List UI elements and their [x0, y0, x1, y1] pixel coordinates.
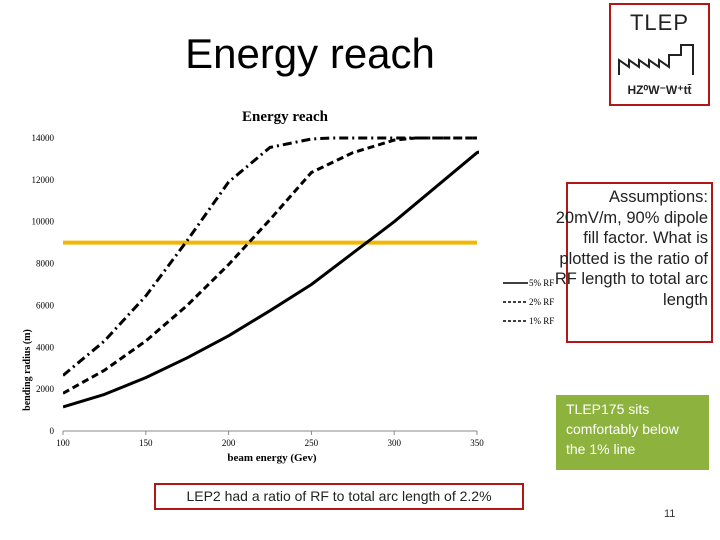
x-tick-label: 200	[222, 438, 236, 448]
x-axis-label: beam energy (Gev)	[227, 452, 317, 464]
x-tick-label: 250	[305, 438, 319, 448]
y-tick-label: 10000	[32, 217, 55, 227]
x-tick-label: 150	[139, 438, 153, 448]
y-tick-label: 12000	[32, 175, 55, 185]
y-tick-label: 4000	[36, 342, 55, 352]
page-number: 11	[664, 508, 676, 520]
y-tick-label: 14000	[32, 133, 55, 143]
series-line-2rf	[63, 136, 477, 395]
y-tick-label: 0	[50, 426, 55, 436]
lep2-note: LEP2 had a ratio of RF to total arc leng…	[154, 483, 524, 510]
chart-title: Energy reach	[242, 109, 329, 125]
assumptions-box: Assumptions: 20mV/m, 90% dipole fill fac…	[555, 182, 713, 343]
y-tick-label: 8000	[36, 259, 55, 269]
legend-label: 5% RF	[529, 278, 554, 288]
legend-label: 2% RF	[529, 297, 554, 307]
x-tick-label: 350	[470, 438, 484, 448]
x-tick-label: 100	[56, 438, 70, 448]
y-axis-label: bending radius (m)	[22, 329, 33, 411]
energy-reach-chart: Energy reach beam energy (Gev) bending r…	[22, 109, 554, 464]
slide-title: Energy reach	[185, 30, 435, 77]
series-line-5rf	[63, 150, 479, 409]
y-tick-label: 2000	[36, 384, 55, 394]
assumptions-text: Assumptions: 20mV/m, 90% dipole fill fac…	[554, 188, 708, 309]
series-line-1rf	[63, 136, 477, 377]
tlep175-note: TLEP175 sits comfortably below the 1% li…	[556, 395, 709, 470]
x-tick-label: 300	[387, 438, 401, 448]
legend-label: 1% RF	[529, 316, 554, 326]
tlep-logo: TLEP HZ⁰W⁻W⁺tt̄	[609, 3, 710, 106]
factory-icon	[618, 44, 694, 75]
y-tick-label: 6000	[36, 300, 55, 310]
logo-name: TLEP	[629, 10, 690, 35]
logo-channels: HZ⁰W⁻W⁺tt̄	[627, 83, 692, 97]
